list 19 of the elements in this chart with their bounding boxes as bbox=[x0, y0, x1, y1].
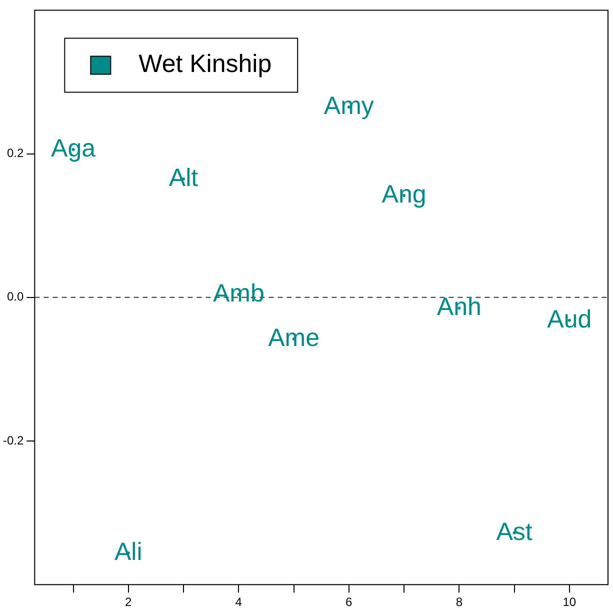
x-tick-label: 2 bbox=[125, 595, 132, 610]
y-tick-label: -0.2 bbox=[2, 433, 24, 448]
x-tick-label: 6 bbox=[346, 595, 353, 610]
data-label: Aud bbox=[547, 305, 592, 334]
data-label: Alt bbox=[168, 164, 198, 192]
data-label: Amy bbox=[324, 92, 374, 120]
x-tick-label: 8 bbox=[456, 595, 463, 610]
data-label: Amb bbox=[212, 279, 264, 308]
x-tick-label: 4 bbox=[235, 595, 242, 610]
data-label: Ast bbox=[496, 518, 532, 546]
y-tick-label: 0.2 bbox=[6, 146, 24, 160]
data-label: Anh bbox=[436, 293, 482, 322]
y-tick-label: 0.0 bbox=[6, 290, 24, 304]
data-label: Ang bbox=[382, 180, 426, 208]
legend-label: Wet Kinship bbox=[138, 50, 272, 78]
data-label: Ali bbox=[114, 538, 142, 566]
x-tick-label: 10 bbox=[562, 595, 576, 610]
data-label: Aga bbox=[51, 134, 96, 162]
data-label: Ame bbox=[268, 324, 320, 352]
